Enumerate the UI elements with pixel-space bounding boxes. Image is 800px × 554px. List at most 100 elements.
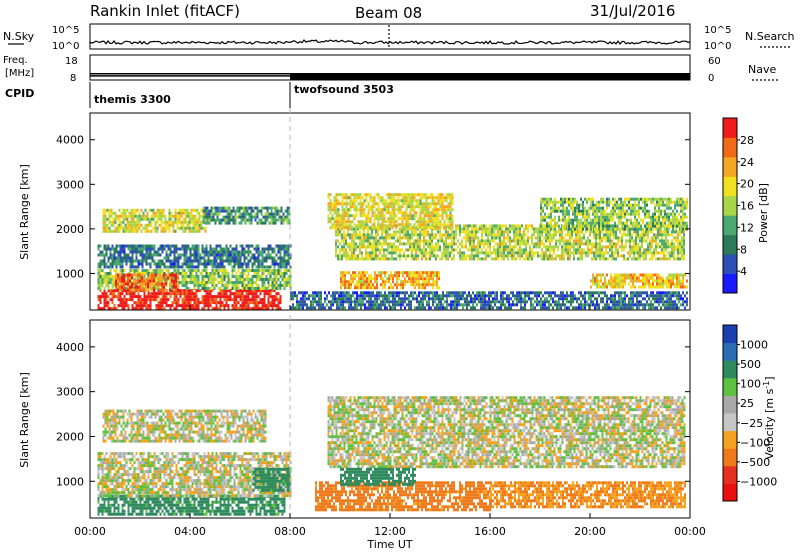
heatmap-cell <box>178 226 181 230</box>
heatmap-cell <box>173 298 176 302</box>
heatmap-cell <box>586 200 588 204</box>
heatmap-cell <box>485 251 487 255</box>
heatmap-cell <box>439 205 442 209</box>
heatmap-cell <box>548 227 550 231</box>
heatmap-cell <box>97 253 100 257</box>
heatmap-cell <box>147 269 150 272</box>
heatmap-cell <box>367 202 370 206</box>
heatmap-cell <box>580 227 582 231</box>
heatmap-cell <box>140 214 143 218</box>
heatmap-cell <box>391 196 394 200</box>
heatmap-cell <box>126 217 129 221</box>
heatmap-cell <box>263 278 266 281</box>
heatmap-cell <box>270 206 273 210</box>
heatmap-cell <box>544 224 546 228</box>
heatmap-cell <box>141 253 144 257</box>
heatmap-cell <box>246 206 249 210</box>
heatmap-cell <box>397 202 400 206</box>
heatmap-cell <box>225 301 228 305</box>
heatmap-cell <box>447 248 449 252</box>
heatmap-cell <box>120 214 123 218</box>
heatmap-cell <box>607 245 609 249</box>
heatmap-cell <box>209 287 212 290</box>
heatmap-cell <box>141 265 144 269</box>
heatmap-cell <box>269 247 272 251</box>
heatmap-cell <box>113 284 116 287</box>
heatmap-cell <box>435 233 437 237</box>
heatmap-cell <box>503 236 505 240</box>
heatmap-cell <box>586 212 588 216</box>
heatmap-cell <box>419 220 422 224</box>
heatmap-cell <box>132 217 135 221</box>
heatmap-cell <box>113 289 116 293</box>
heatmap-cell <box>171 292 174 296</box>
heatmap-region <box>115 273 179 292</box>
heatmap-cell <box>157 295 160 299</box>
heatmap-cell <box>237 259 240 263</box>
heatmap-cell <box>212 206 215 210</box>
heatmap-cell <box>342 274 344 278</box>
heatmap-cell <box>546 203 548 207</box>
heatmap-cell <box>97 278 100 281</box>
heatmap-cell <box>419 248 421 252</box>
heatmap-cell <box>400 283 402 287</box>
heatmap-cell <box>267 278 270 281</box>
heatmap-cell <box>457 224 459 228</box>
heatmap-cell <box>375 233 377 237</box>
heatmap-cell <box>677 236 679 240</box>
heatmap-cell <box>204 229 207 233</box>
heatmap-cell <box>347 214 350 218</box>
heatmap-cell <box>382 271 384 275</box>
heatmap-cell <box>463 236 465 240</box>
heatmap-cell <box>235 272 238 275</box>
heatmap-cell <box>252 215 255 219</box>
heatmap-cell <box>657 257 659 261</box>
heatmap-cell <box>167 244 170 248</box>
heatmap-cell <box>287 269 290 272</box>
heatmap-cell <box>561 254 563 258</box>
heatmap-cell <box>173 265 176 269</box>
heatmap-cell <box>565 233 567 237</box>
heatmap-cell <box>339 220 342 224</box>
heatmap-cell <box>145 269 148 272</box>
heatmap-cell <box>345 239 347 243</box>
heatmap-cell <box>519 245 521 249</box>
heatmap-cell <box>371 251 373 255</box>
heatmap-cell <box>345 211 348 215</box>
heatmap-cell <box>427 230 429 234</box>
heatmap-cell <box>193 307 196 311</box>
heatmap-cell <box>135 253 138 257</box>
heatmap-cell <box>199 262 202 266</box>
heatmap-cell <box>551 254 553 258</box>
heatmap-cell <box>231 307 234 311</box>
heatmap-cell <box>226 218 229 222</box>
heatmap-cell <box>119 269 122 272</box>
heatmap-cell <box>679 230 681 234</box>
heatmap-cell <box>542 206 544 210</box>
heatmap-cell <box>188 229 191 233</box>
nave-tick-low: 0 <box>708 73 714 84</box>
heatmap-cell <box>513 245 515 249</box>
heatmap-cell <box>559 257 561 261</box>
heatmap-cell <box>389 217 392 221</box>
heatmap-cell <box>673 254 675 258</box>
heatmap-cell <box>129 279 131 283</box>
heatmap-cell <box>104 220 107 224</box>
heatmap-cell <box>339 226 342 230</box>
heatmap-cell <box>109 281 112 284</box>
heatmap-cell <box>263 295 266 299</box>
heatmap-cell <box>225 298 228 302</box>
heatmap-cell <box>257 304 260 308</box>
heatmap-cell <box>198 211 201 215</box>
heatmap-cell <box>387 245 389 249</box>
heatmap-cell <box>671 254 673 258</box>
heatmap-cell <box>289 256 292 260</box>
heatmap-cell <box>255 259 258 263</box>
nave-bars-early <box>90 75 290 77</box>
heatmap-cell <box>213 250 216 254</box>
heatmap-cell <box>588 221 590 225</box>
heatmap-cell <box>131 250 134 254</box>
heatmap-cell <box>629 233 631 237</box>
heatmap-cell <box>431 223 434 227</box>
heatmap-cell <box>461 245 463 249</box>
